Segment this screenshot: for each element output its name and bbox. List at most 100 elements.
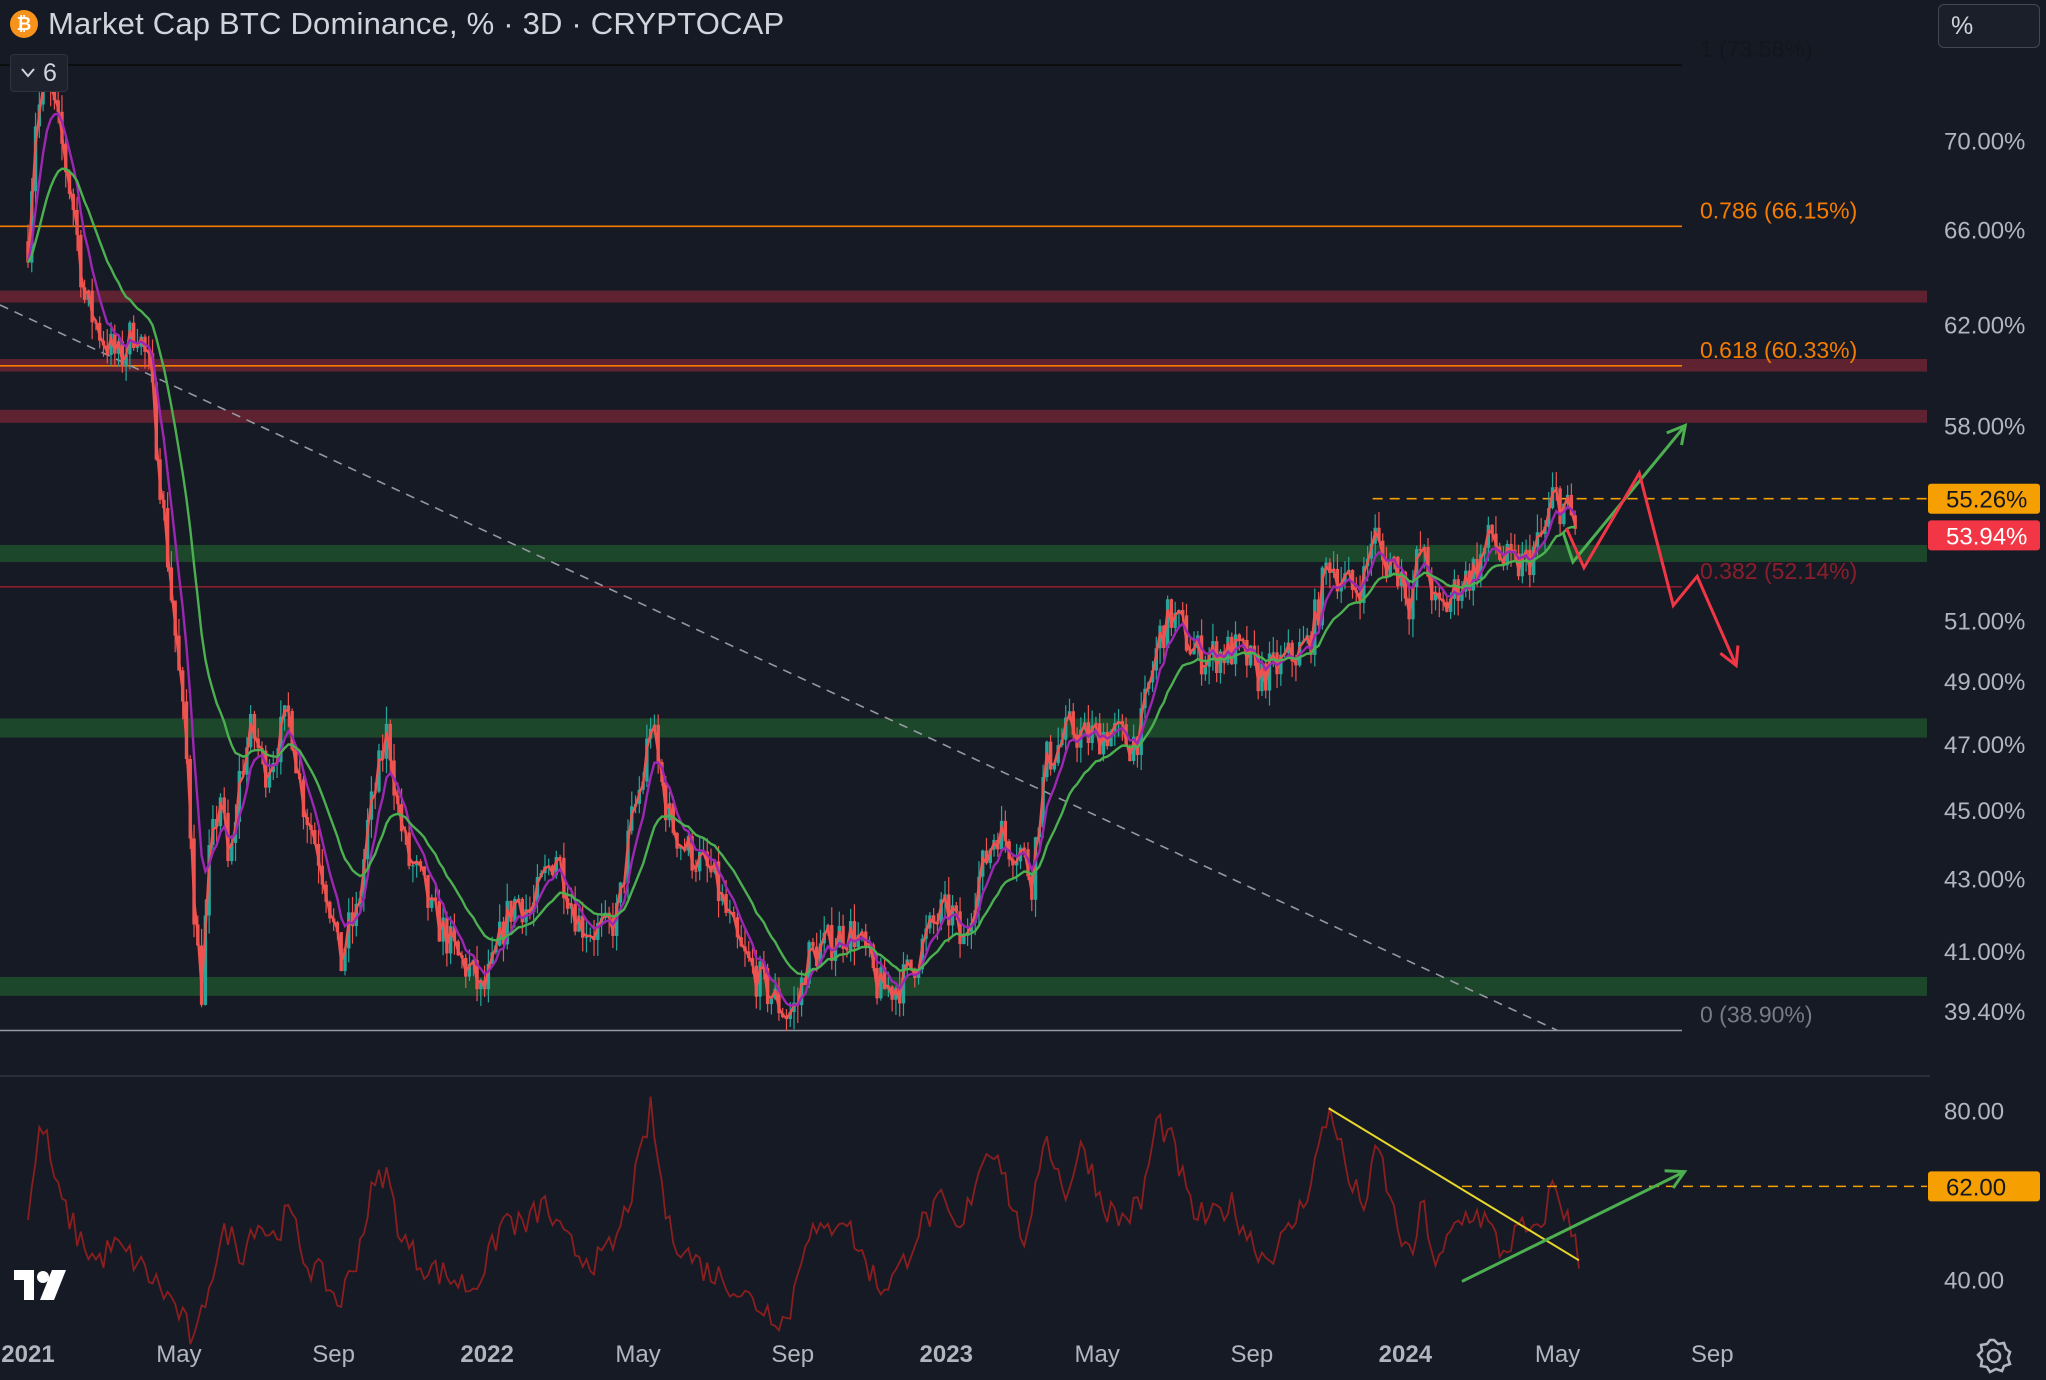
candle-body	[279, 716, 283, 763]
candle-body	[218, 797, 223, 827]
candle-body	[448, 926, 453, 954]
price-badge-label: 53.94%	[1946, 523, 2027, 550]
y-tick-label: 49.00%	[1944, 669, 2025, 696]
candle-body	[120, 341, 125, 367]
bitcoin-icon: ₿	[10, 10, 38, 38]
price-badge	[1928, 520, 2040, 551]
y-tick-label: 47.00%	[1944, 732, 2025, 759]
candle-body	[954, 905, 958, 912]
candle-body	[1328, 562, 1332, 574]
candle-body	[894, 987, 898, 1000]
x-tick-label: Sep	[1231, 1341, 1274, 1368]
candle-body	[1230, 636, 1234, 665]
y-tick-label: 43.00%	[1944, 867, 2025, 894]
candle-body	[807, 942, 811, 984]
candle-body	[1388, 560, 1392, 577]
candle-body	[626, 830, 630, 883]
x-tick-label: 2024	[1379, 1341, 1433, 1368]
candle-body	[777, 988, 781, 1014]
candle-body	[1433, 592, 1438, 601]
y-tick-label: 62.00%	[1944, 312, 2025, 339]
candle-body	[131, 322, 136, 349]
rsi-pane	[27, 1096, 1927, 1345]
price-badge	[1928, 483, 2040, 514]
candle-body	[814, 946, 819, 967]
fib-level-label: 0.618 (60.33%)	[1700, 337, 1857, 363]
candle-body	[958, 911, 962, 945]
rsi-green-arrow	[1461, 1170, 1686, 1283]
candle-body	[362, 859, 366, 899]
rsi-tick-label: 80.00	[1944, 1098, 2004, 1125]
candle-body	[1248, 645, 1253, 666]
candle-body	[690, 836, 694, 871]
chart-header: ₿ Market Cap BTC Dominance, % · 3D · CRY…	[10, 6, 784, 42]
support-zone	[0, 718, 1927, 738]
ema-line	[26, 167, 1576, 977]
candle-body	[1003, 820, 1008, 842]
projection-green-arrowhead	[1666, 423, 1688, 446]
candle-body	[1418, 549, 1423, 551]
candle-body	[479, 980, 483, 990]
candle-body	[290, 710, 294, 750]
candle-body	[286, 705, 291, 711]
fib-level-label: 0.786 (66.15%)	[1700, 197, 1857, 223]
candle-body	[856, 935, 860, 948]
candle-body	[1173, 612, 1177, 628]
y-tick-label: 41.00%	[1944, 939, 2025, 966]
candle-body	[909, 959, 913, 969]
indicators-collapse-button[interactable]: 6	[10, 54, 68, 92]
candle-body	[705, 851, 709, 867]
candle-body	[1109, 731, 1113, 747]
candle-body	[939, 899, 943, 924]
candle-body	[1097, 723, 1102, 755]
ema-layer	[26, 72, 1577, 1020]
candle-body	[1460, 591, 1464, 601]
candle-body	[1169, 599, 1174, 628]
candle-body	[890, 986, 894, 1000]
y-tick-label: 70.00%	[1944, 129, 2025, 156]
y-tick-label: 58.00%	[1944, 413, 2025, 440]
projection-green-arrow	[1561, 424, 1687, 566]
candle-body	[437, 900, 442, 942]
candle-body	[267, 772, 272, 788]
candle-body	[1396, 556, 1400, 587]
candle-body	[1181, 609, 1185, 616]
candle-body	[848, 921, 853, 951]
candle-body	[830, 925, 834, 961]
candle-body	[1320, 567, 1325, 626]
candle-body	[1199, 635, 1204, 675]
candle-body	[1448, 598, 1453, 612]
candle-body	[509, 900, 513, 922]
candle-body	[920, 938, 925, 970]
fib-level-label: 0.382 (52.14%)	[1700, 558, 1857, 584]
fib-level-label: 0 (38.90%)	[1700, 1001, 1813, 1027]
candle-body	[1456, 579, 1460, 601]
candle-body	[388, 723, 392, 761]
candle-body	[30, 191, 34, 263]
x-tick-label: Sep	[1691, 1341, 1734, 1368]
settings-gear-icon[interactable]	[1974, 1336, 2014, 1376]
candle-body	[1192, 648, 1196, 655]
candle-body	[520, 898, 525, 923]
candle-body	[584, 936, 589, 938]
candle-body	[554, 856, 558, 876]
candle-body	[1086, 722, 1091, 744]
scale-mode-button[interactable]: %	[1938, 4, 2040, 48]
candle-body	[486, 963, 491, 990]
candle-body	[716, 861, 721, 902]
indicators-count: 6	[43, 58, 57, 87]
candle-body	[758, 961, 762, 997]
candle-body	[1165, 599, 1170, 649]
rsi-green-arrowhead	[1664, 1169, 1688, 1189]
candle-body	[596, 922, 600, 941]
chart-title: Market Cap BTC Dominance, % · 3D · CRYPT…	[48, 6, 785, 41]
y-tick-label: 51.00%	[1944, 608, 2025, 635]
projection-red-arrowhead	[1719, 645, 1740, 669]
tradingview-logo[interactable]	[12, 1268, 76, 1302]
ema-line	[26, 112, 1577, 1007]
candle-body	[124, 354, 128, 367]
candle-body	[1264, 663, 1268, 691]
candle-body	[1260, 663, 1264, 692]
